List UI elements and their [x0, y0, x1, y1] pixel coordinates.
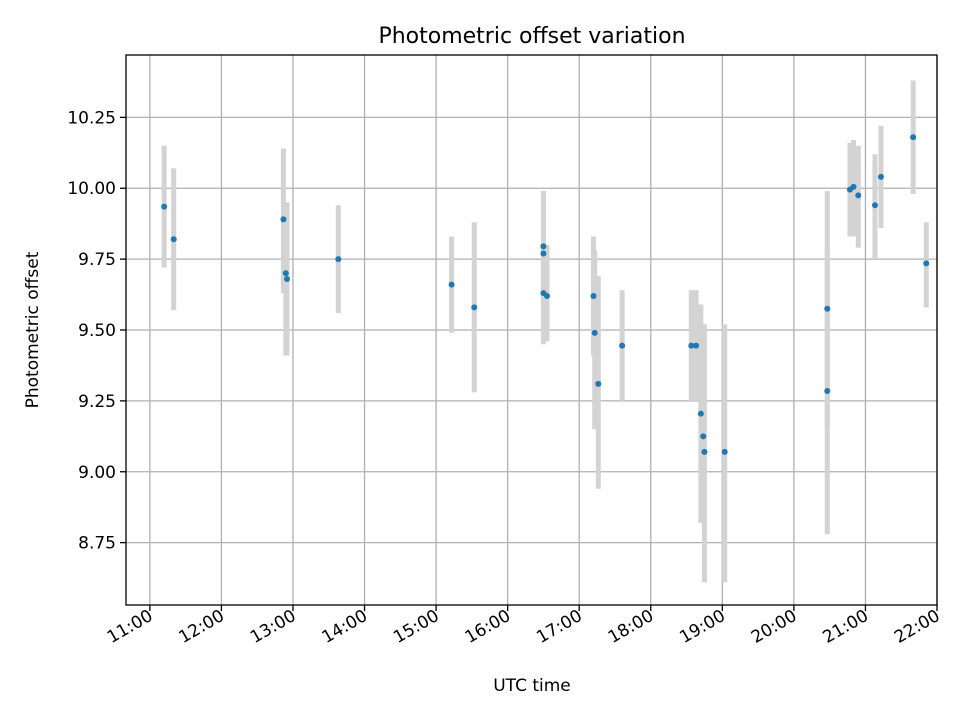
y-tick-label: 10.25 [67, 108, 116, 128]
x-tick-label: 17:00 [533, 606, 585, 648]
x-tick-label: 11:00 [104, 606, 156, 648]
data-point [282, 270, 289, 277]
data-point [591, 329, 598, 336]
data-point [590, 292, 597, 299]
x-tick-label: 22:00 [891, 606, 943, 648]
data-point [923, 260, 930, 267]
data-point [540, 250, 547, 257]
data-point [280, 216, 287, 223]
data-point [910, 134, 917, 141]
x-tick-label: 21:00 [820, 606, 872, 648]
data-point [693, 342, 700, 349]
data-point [595, 380, 602, 387]
data-point [471, 304, 478, 311]
data-point [855, 192, 862, 199]
data-point [688, 342, 695, 349]
grid-lines [126, 55, 938, 605]
x-tick-label: 12:00 [175, 606, 227, 648]
data-point [871, 202, 878, 209]
y-axis-ticks: 8.75 9.00 9.25 9.50 9.75 10.00 10.25 [67, 108, 126, 554]
data-point [850, 183, 857, 190]
y-axis-label: Photometric offset [23, 251, 43, 408]
data-point [544, 292, 551, 299]
data-point [448, 281, 455, 288]
data-points [161, 134, 930, 455]
y-tick-label: 9.50 [78, 321, 116, 341]
y-tick-label: 9.25 [78, 392, 116, 412]
data-point [701, 448, 708, 455]
x-tick-label: 19:00 [676, 606, 728, 648]
x-tick-label: 15:00 [390, 606, 442, 648]
error-bars [161, 80, 929, 583]
data-point [619, 342, 626, 349]
chart-title: Photometric offset variation [378, 24, 685, 49]
data-point [335, 256, 342, 263]
x-tick-label: 16:00 [462, 606, 514, 648]
data-point [700, 433, 707, 440]
data-point [697, 410, 704, 417]
data-point [824, 387, 831, 394]
data-point [161, 203, 168, 210]
x-tick-label: 13:00 [247, 606, 299, 648]
x-tick-label: 20:00 [748, 606, 800, 648]
y-tick-label: 10.00 [67, 179, 116, 199]
data-point [824, 305, 831, 312]
x-tick-label: 14:00 [319, 606, 371, 648]
x-axis-ticks: 11:00 12:00 13:00 14:00 15:00 16:00 17:00 18:00… [104, 605, 944, 648]
y-tick-label: 8.75 [78, 534, 116, 554]
data-point [170, 236, 177, 243]
y-tick-label: 9.00 [78, 463, 116, 483]
data-point [540, 243, 547, 250]
data-point [284, 275, 291, 282]
x-tick-label: 18:00 [605, 606, 657, 648]
y-tick-label: 9.75 [78, 250, 116, 270]
data-point [721, 448, 728, 455]
x-axis-label: UTC time [493, 676, 571, 696]
data-point [877, 173, 884, 180]
